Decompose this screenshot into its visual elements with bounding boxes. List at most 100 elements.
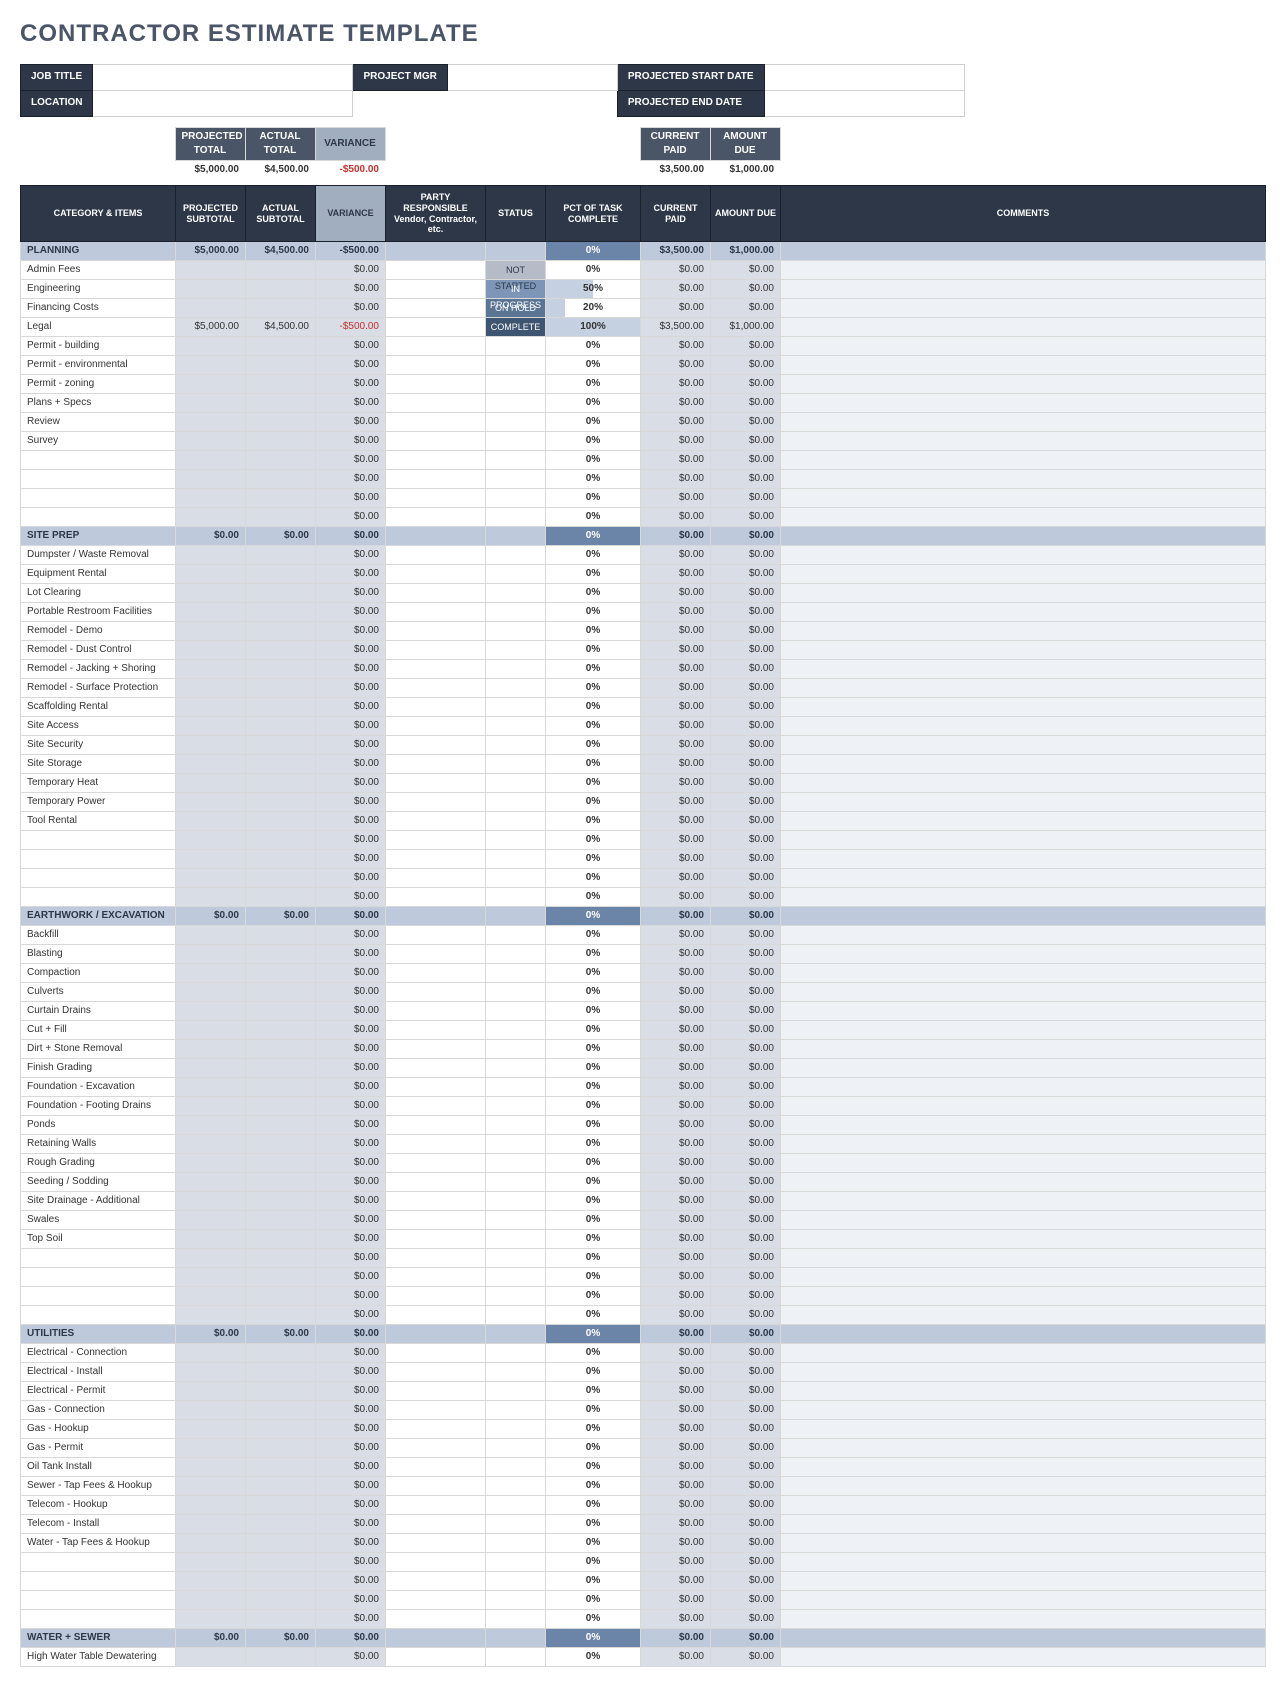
item-pct[interactable]: 0%: [546, 1610, 641, 1629]
item-pct[interactable]: 0%: [546, 1097, 641, 1116]
item-proj[interactable]: [176, 489, 246, 508]
item-comments[interactable]: [781, 1306, 1266, 1325]
item-proj[interactable]: [176, 983, 246, 1002]
category-party[interactable]: [386, 1325, 486, 1344]
item-act[interactable]: [246, 1591, 316, 1610]
item-status[interactable]: [486, 641, 546, 660]
item-status[interactable]: [486, 1572, 546, 1591]
item-comments[interactable]: [781, 717, 1266, 736]
item-party[interactable]: [386, 1439, 486, 1458]
item-act[interactable]: [246, 926, 316, 945]
item-comments[interactable]: [781, 1572, 1266, 1591]
item-name[interactable]: Cut + Fill: [21, 1021, 176, 1040]
item-pct[interactable]: 0%: [546, 1002, 641, 1021]
item-proj[interactable]: [176, 850, 246, 869]
item-status[interactable]: [486, 1173, 546, 1192]
item-status[interactable]: [486, 755, 546, 774]
item-comments[interactable]: [781, 1610, 1266, 1629]
item-pct[interactable]: 0%: [546, 1382, 641, 1401]
item-comments[interactable]: [781, 641, 1266, 660]
item-party[interactable]: [386, 774, 486, 793]
item-act[interactable]: [246, 774, 316, 793]
item-party[interactable]: [386, 1154, 486, 1173]
item-comments[interactable]: [781, 318, 1266, 337]
item-party[interactable]: [386, 1173, 486, 1192]
item-act[interactable]: [246, 622, 316, 641]
item-pct[interactable]: 0%: [546, 1059, 641, 1078]
item-name[interactable]: Ponds: [21, 1116, 176, 1135]
item-act[interactable]: [246, 869, 316, 888]
item-pct[interactable]: 0%: [546, 261, 641, 280]
item-party[interactable]: [386, 1097, 486, 1116]
item-pct[interactable]: 0%: [546, 375, 641, 394]
item-status[interactable]: [486, 1135, 546, 1154]
item-pct[interactable]: 0%: [546, 508, 641, 527]
item-name[interactable]: Lot Clearing: [21, 584, 176, 603]
item-act[interactable]: [246, 945, 316, 964]
item-comments[interactable]: [781, 1097, 1266, 1116]
item-comments[interactable]: [781, 945, 1266, 964]
item-comments[interactable]: [781, 964, 1266, 983]
item-act[interactable]: [246, 508, 316, 527]
item-act[interactable]: [246, 1040, 316, 1059]
item-status[interactable]: [486, 1078, 546, 1097]
item-comments[interactable]: [781, 736, 1266, 755]
category-party[interactable]: [386, 907, 486, 926]
item-act[interactable]: [246, 356, 316, 375]
item-party[interactable]: [386, 1534, 486, 1553]
item-party[interactable]: [386, 964, 486, 983]
item-party[interactable]: [386, 280, 486, 299]
item-comments[interactable]: [781, 983, 1266, 1002]
item-proj[interactable]: [176, 1534, 246, 1553]
item-status[interactable]: [486, 1553, 546, 1572]
item-comments[interactable]: [781, 622, 1266, 641]
item-pct[interactable]: 0%: [546, 565, 641, 584]
item-pct[interactable]: 0%: [546, 755, 641, 774]
item-party[interactable]: [386, 1477, 486, 1496]
item-pct[interactable]: 0%: [546, 1268, 641, 1287]
item-comments[interactable]: [781, 926, 1266, 945]
item-name[interactable]: Permit - zoning: [21, 375, 176, 394]
item-status[interactable]: [486, 603, 546, 622]
item-act[interactable]: [246, 261, 316, 280]
item-party[interactable]: [386, 1021, 486, 1040]
item-status[interactable]: [486, 983, 546, 1002]
item-proj[interactable]: [176, 660, 246, 679]
item-name[interactable]: [21, 831, 176, 850]
item-proj[interactable]: [176, 394, 246, 413]
item-status[interactable]: [486, 850, 546, 869]
item-act[interactable]: [246, 1173, 316, 1192]
item-pct[interactable]: 0%: [546, 603, 641, 622]
item-comments[interactable]: [781, 1515, 1266, 1534]
item-name[interactable]: Site Drainage - Additional: [21, 1192, 176, 1211]
item-status[interactable]: [486, 1401, 546, 1420]
item-pct[interactable]: 0%: [546, 1496, 641, 1515]
item-status[interactable]: [486, 375, 546, 394]
item-status[interactable]: [486, 679, 546, 698]
item-name[interactable]: Equipment Rental: [21, 565, 176, 584]
item-name[interactable]: [21, 1610, 176, 1629]
item-proj[interactable]: [176, 584, 246, 603]
item-proj[interactable]: [176, 869, 246, 888]
item-act[interactable]: [246, 888, 316, 907]
item-name[interactable]: Rough Grading: [21, 1154, 176, 1173]
item-proj[interactable]: [176, 508, 246, 527]
item-act[interactable]: [246, 1648, 316, 1667]
item-proj[interactable]: [176, 679, 246, 698]
item-act[interactable]: [246, 1192, 316, 1211]
item-pct[interactable]: 0%: [546, 850, 641, 869]
item-proj[interactable]: [176, 1097, 246, 1116]
item-party[interactable]: [386, 413, 486, 432]
item-pct[interactable]: 0%: [546, 1439, 641, 1458]
item-status[interactable]: [486, 1591, 546, 1610]
item-status[interactable]: [486, 1192, 546, 1211]
item-name[interactable]: Electrical - Install: [21, 1363, 176, 1382]
item-pct[interactable]: 0%: [546, 1306, 641, 1325]
item-status[interactable]: [486, 1002, 546, 1021]
item-comments[interactable]: [781, 1249, 1266, 1268]
item-name[interactable]: Sewer - Tap Fees & Hookup: [21, 1477, 176, 1496]
item-comments[interactable]: [781, 1002, 1266, 1021]
input-project-mgr[interactable]: [447, 65, 617, 91]
item-party[interactable]: [386, 717, 486, 736]
item-pct[interactable]: 0%: [546, 489, 641, 508]
